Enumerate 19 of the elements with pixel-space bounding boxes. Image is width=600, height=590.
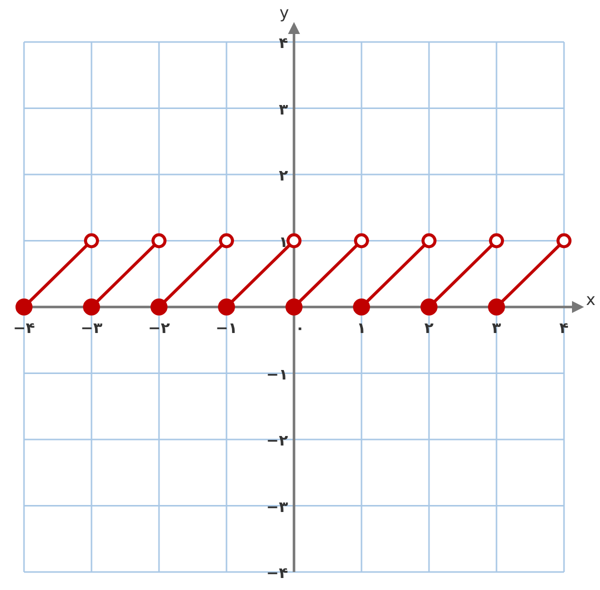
x-tick-label: −۲	[148, 319, 170, 337]
y-tick-label: −۳	[266, 498, 288, 516]
x-tick-label: ۱	[356, 319, 366, 337]
y-tick-label: ۴	[278, 34, 288, 52]
y-axis-title: y	[280, 3, 289, 22]
y-tick-label: ۲	[278, 166, 288, 184]
x-tick-label: −۳	[80, 319, 102, 337]
x-tick-label: ۳	[492, 319, 502, 337]
x-axis-title: x	[586, 290, 596, 309]
y-tick-label: −۱	[266, 365, 288, 384]
x-tick-label: −۱	[216, 319, 238, 337]
y-tick-label: ۳	[278, 100, 288, 118]
x-tick-label: ۲	[424, 319, 434, 337]
y-tick-label: ۱	[278, 232, 288, 251]
x-tick-label: −۴	[13, 319, 35, 337]
x-tick-label: ۰	[295, 319, 305, 337]
x-tick-label: ۴	[559, 319, 569, 337]
y-tick-label: −۴	[266, 564, 288, 582]
y-tick-label: −۲	[266, 432, 288, 450]
